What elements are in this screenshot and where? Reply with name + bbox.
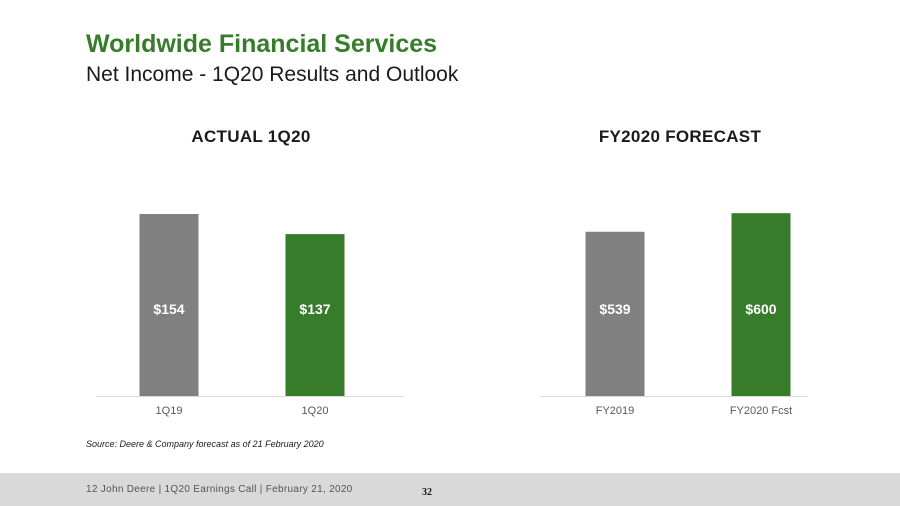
bar-value-label: $539	[599, 301, 630, 317]
page-title: Worldwide Financial Services	[86, 30, 438, 58]
source-note: Source: Deere & Company forecast as of 2…	[86, 439, 324, 449]
x-tick-label: 1Q19	[156, 405, 183, 417]
bar-fy2020-fcst	[731, 213, 791, 396]
bar-value-label: $137	[299, 301, 330, 317]
bar-value-label: $600	[745, 301, 776, 317]
x-tick-label: 1Q20	[302, 405, 329, 417]
bar-value-label: $154	[153, 301, 184, 317]
x-tick-label: FY2019	[596, 405, 635, 417]
chart-title-forecast: FY2020 FORECAST	[598, 127, 762, 146]
x-tick-label: FY2020 Fcst	[730, 405, 792, 417]
chart-title-actual: ACTUAL 1Q20	[191, 127, 311, 146]
bar-1q20	[285, 234, 345, 396]
bar-1q19	[139, 214, 199, 396]
page-subtitle: Net Income - 1Q20 Results and Outlook	[86, 63, 459, 86]
page-number: 32	[422, 487, 432, 498]
bar-fy2019	[585, 231, 645, 396]
footer-bar: 12 John Deere | 1Q20 Earnings Call | Feb…	[0, 473, 900, 506]
footer-text: 12 John Deere | 1Q20 Earnings Call | Feb…	[86, 484, 353, 495]
